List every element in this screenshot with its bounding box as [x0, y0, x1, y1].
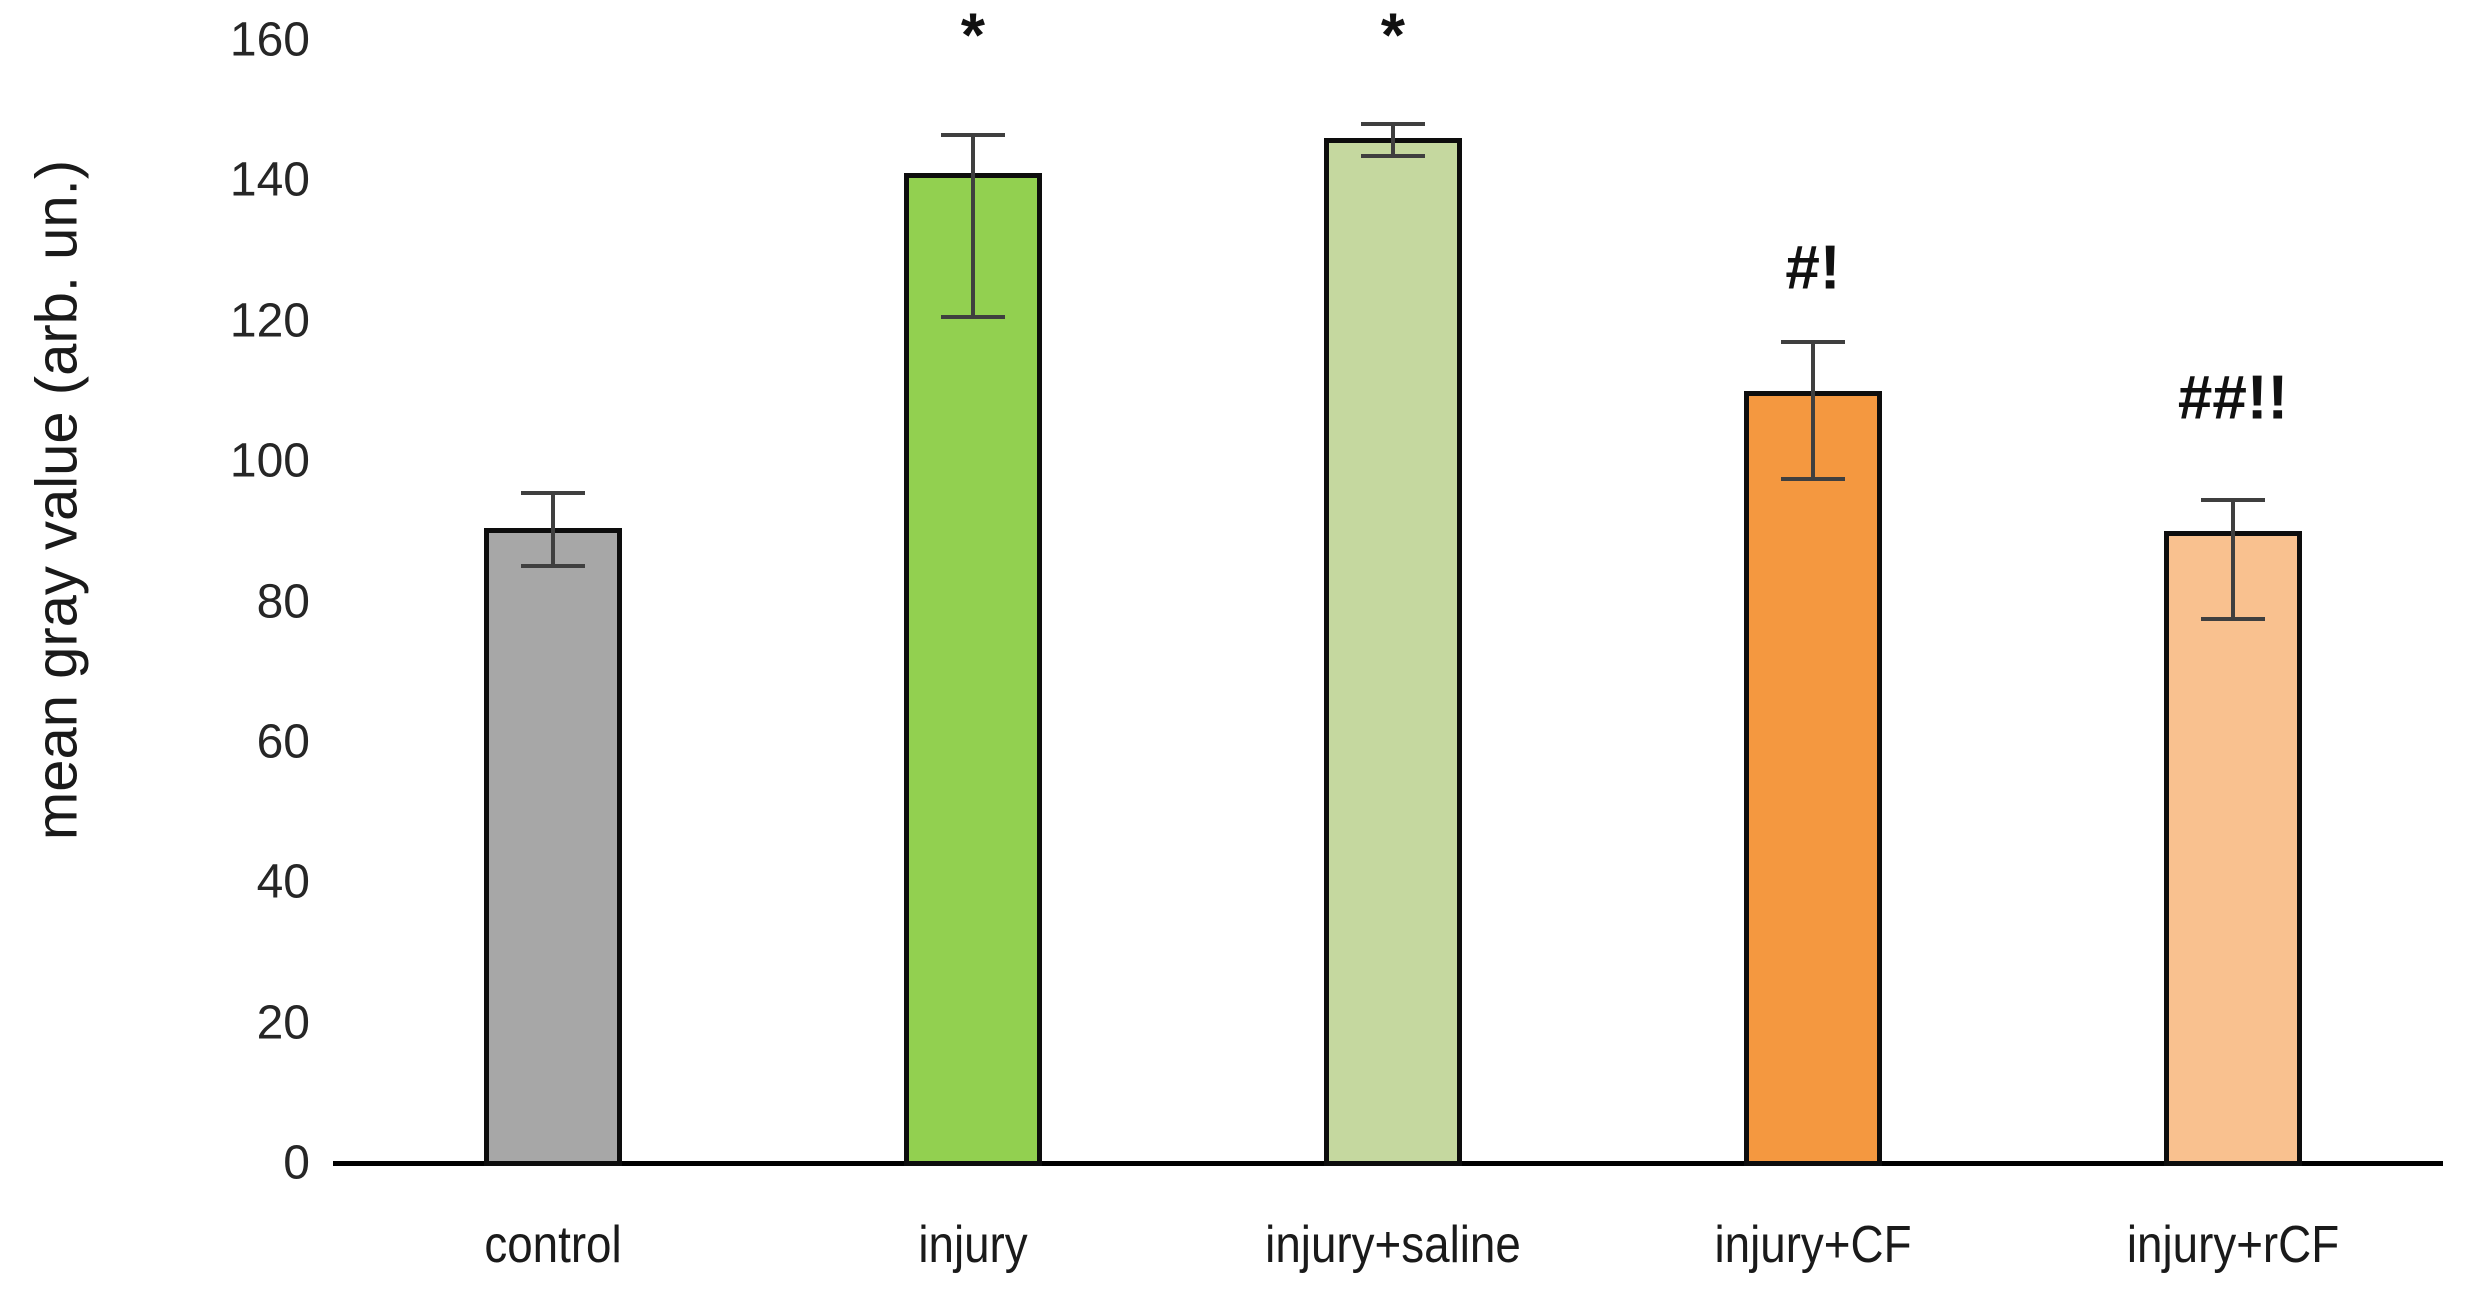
error-bar-cap-bottom-injury [941, 315, 1005, 320]
error-bar-line-injury [971, 134, 975, 318]
error-bar-cap-top-injury+saline [1361, 122, 1425, 127]
x-label-injury+rCF: injury+rCF [2126, 1216, 2340, 1274]
y-tick-label-40: 40 [256, 855, 310, 909]
y-tick-label-160: 160 [229, 13, 310, 67]
x-label-injury: injury [918, 1216, 1028, 1274]
error-bar-cap-bottom-control [521, 564, 585, 569]
error-bar-cap-bottom-injury+saline [1361, 153, 1425, 158]
y-tick-label-20: 20 [256, 996, 310, 1050]
significance-label-injury: * [960, 1, 986, 71]
bar-control [484, 527, 622, 1166]
bar-injury+CF [1744, 390, 1882, 1166]
significance-label-injury+CF: #! [1785, 233, 1841, 303]
error-bar-line-injury+CF [1811, 341, 1815, 479]
x-label-control: control [484, 1216, 622, 1274]
x-label-injury+CF: injury+CF [1714, 1216, 1912, 1274]
error-bar-cap-bottom-injury+rCF [2201, 617, 2265, 622]
y-tick-label-140: 140 [229, 153, 310, 207]
error-bar-cap-top-control [521, 490, 585, 495]
y-tick-label-80: 80 [256, 575, 310, 628]
x-label-injury+saline: injury+saline [1265, 1216, 1521, 1274]
significance-label-injury+saline: * [1380, 1, 1406, 71]
bar-injury+rCF [2164, 531, 2302, 1166]
y-tick-label-120: 120 [229, 294, 310, 348]
y-tick-label-60: 60 [256, 715, 310, 769]
significance-label-injury+rCF: ##!! [2177, 363, 2289, 433]
error-bar-cap-top-injury [941, 132, 1005, 137]
y-tick-label-0: 0 [283, 1136, 310, 1190]
error-bar-line-control [551, 492, 555, 567]
error-bar-cap-bottom-injury+CF [1781, 476, 1845, 481]
error-bar-cap-top-injury+CF [1781, 339, 1845, 344]
y-tick-label-100: 100 [229, 434, 310, 488]
bar-injury+saline [1324, 138, 1462, 1166]
error-bar-cap-top-injury+rCF [2201, 497, 2265, 502]
error-bar-line-injury+rCF [2231, 499, 2235, 620]
error-bar-line-injury+saline [1391, 124, 1395, 156]
bar-injury [904, 173, 1042, 1166]
